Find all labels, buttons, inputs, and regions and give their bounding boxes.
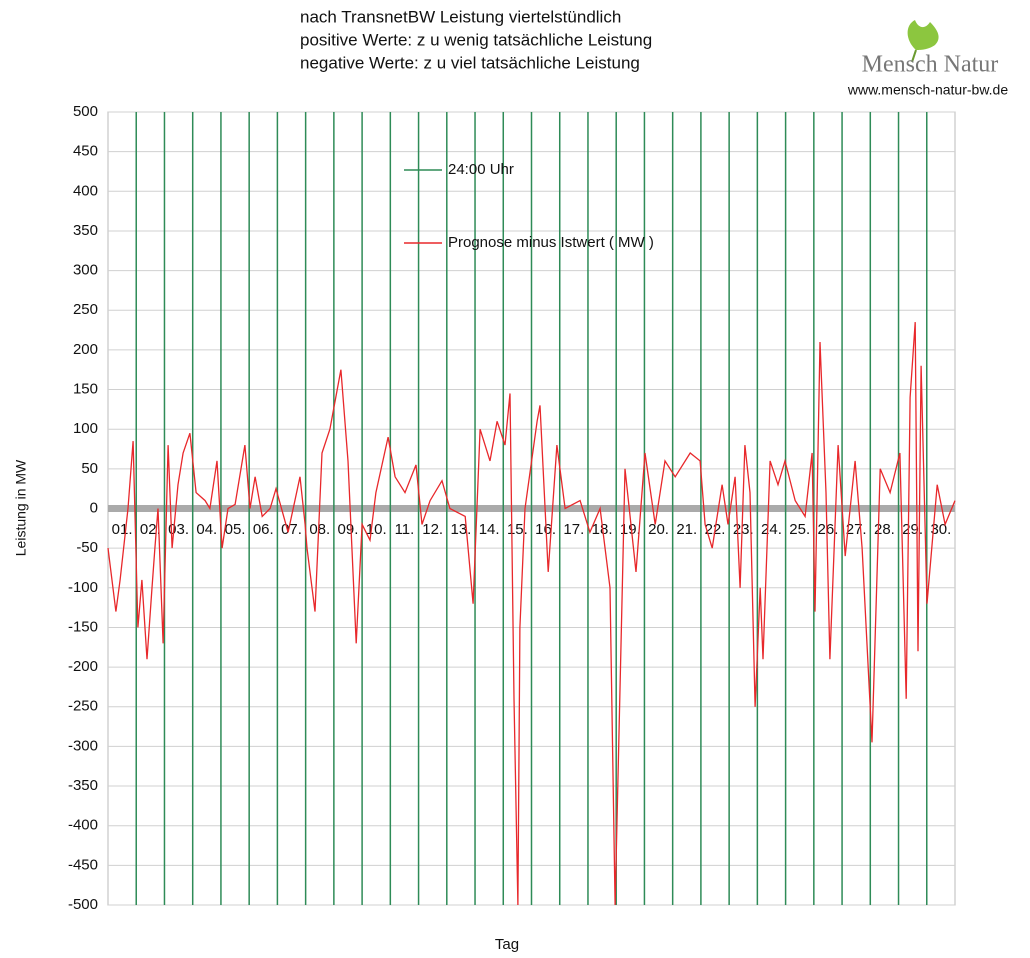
x-tick-label: 17. xyxy=(563,521,584,538)
y-tick-label: 0 xyxy=(90,499,98,516)
y-axis-label: Leistung in MW xyxy=(13,459,29,556)
title-line: positive Werte: z u wenig tatsächliche L… xyxy=(300,30,652,49)
y-tick-label: -50 xyxy=(76,539,98,556)
titles: nach TransnetBW Leistung viertelstündlic… xyxy=(300,7,652,72)
x-tick-label: 14. xyxy=(479,521,500,538)
data-line xyxy=(107,322,956,906)
y-tick-label: -350 xyxy=(68,777,98,794)
x-tick-label: 11. xyxy=(395,521,415,538)
x-tick-label: 01. xyxy=(112,521,133,538)
y-tick-label: 200 xyxy=(73,341,98,358)
x-tick-label: 21. xyxy=(676,521,697,538)
x-tick-label: 13. xyxy=(450,521,471,538)
y-tick-label: -500 xyxy=(68,896,98,913)
title-line: negative Werte: z u viel tatsächliche Le… xyxy=(300,53,640,72)
y-tick-label: 450 xyxy=(73,143,98,160)
x-tick-label: 29. xyxy=(902,521,923,538)
logo-url: www.mensch-natur-bw.de xyxy=(847,82,1009,98)
logo-leaf xyxy=(907,20,939,50)
plot-area: -500-450-400-350-300-250-200-150-100-500… xyxy=(68,103,956,913)
x-tick-label: 30. xyxy=(930,521,951,538)
y-tick-label: 350 xyxy=(73,222,98,239)
y-tick-label: 300 xyxy=(73,262,98,279)
x-tick-label: 07. xyxy=(281,521,302,538)
y-tick-label: -450 xyxy=(68,856,98,873)
y-tick-label: 100 xyxy=(73,420,98,437)
y-tick-label: 250 xyxy=(73,301,98,318)
logo-name: Mensch Natur xyxy=(862,52,999,78)
logo: Mensch Natur www.mensch-natur-bw.de xyxy=(847,20,1009,98)
y-tick-label: 400 xyxy=(73,182,98,199)
title-line: nach TransnetBW Leistung viertelstündlic… xyxy=(300,7,621,26)
y-tick-label: -150 xyxy=(68,618,98,635)
y-tick-label: 500 xyxy=(73,103,98,120)
logo-stem xyxy=(911,49,917,63)
y-tick-label: -300 xyxy=(68,737,98,754)
y-tick-label: -100 xyxy=(68,579,98,596)
x-tick-label: 09. xyxy=(338,521,359,538)
x-tick-label: 10. xyxy=(366,521,387,538)
x-tick-label: 08. xyxy=(309,521,330,538)
x-tick-label: 28. xyxy=(874,521,895,538)
x-tick-label: 24. xyxy=(761,521,782,538)
x-tick-label: 25. xyxy=(789,521,810,538)
x-axis-label: Tag xyxy=(495,936,519,953)
x-tick-label: 19. xyxy=(620,521,641,538)
x-tick-label: 26. xyxy=(818,521,839,538)
y-tick-label: 150 xyxy=(73,381,98,398)
y-tick-label: -250 xyxy=(68,698,98,715)
x-tick-label: 12. xyxy=(422,521,443,538)
legend-label: Prognose minus Istwert ( MW ) xyxy=(448,234,654,251)
y-tick-label: 50 xyxy=(81,460,98,477)
x-tick-label: 06. xyxy=(253,521,274,538)
x-tick-label: 05. xyxy=(225,521,246,538)
x-tick-label: 20. xyxy=(648,521,669,538)
x-tick-label: 02. xyxy=(140,521,161,538)
y-tick-label: -200 xyxy=(68,658,98,675)
legend-label: 24:00 Uhr xyxy=(448,161,514,178)
x-tick-label: 04. xyxy=(196,521,217,538)
y-tick-label: -400 xyxy=(68,817,98,834)
